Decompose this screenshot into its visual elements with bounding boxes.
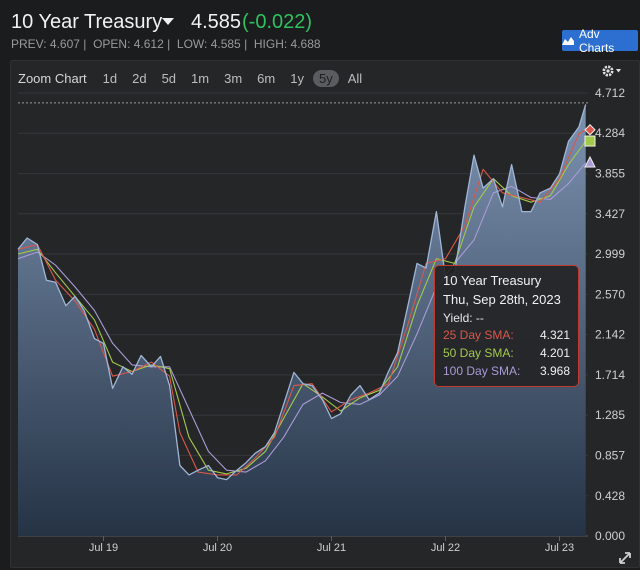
y-tick-label: 1.714 xyxy=(595,368,625,382)
y-tick-label: 4.284 xyxy=(595,126,625,140)
zoom-2d-button[interactable]: 2d xyxy=(132,70,147,86)
sma100-end-marker xyxy=(584,155,596,168)
zoom-1y-button[interactable]: 1y xyxy=(290,70,304,86)
x-tick-label: Jul 21 xyxy=(317,542,346,554)
tooltip-sma50-value: 4.201 xyxy=(539,346,570,360)
zoom-3m-button[interactable]: 3m xyxy=(224,70,243,86)
tooltip-sma25-value: 4.321 xyxy=(539,328,570,342)
y-tick-label: 0.857 xyxy=(595,448,625,462)
y-tick-label: 4.712 xyxy=(595,86,625,100)
zoom-1d-button[interactable]: 1d xyxy=(102,70,118,86)
y-tick-label: 1.285 xyxy=(595,408,625,422)
zoom-bar: Zoom Chart 1d 2d 5d 1m 3m 6m 1y 5y All xyxy=(18,68,371,88)
tooltip-title: 10 Year Treasury xyxy=(443,273,542,288)
tooltip-date: Thu, Sep 28th, 2023 xyxy=(443,292,561,307)
zoom-5y-button[interactable]: 5y xyxy=(312,69,339,87)
open-stat: OPEN: 4.612 xyxy=(93,37,164,51)
sma50-end-marker xyxy=(584,135,596,147)
yield-area xyxy=(18,104,586,536)
y-tick-label: 2.570 xyxy=(595,287,625,301)
tooltip-sma25-label: 25 Day SMA: xyxy=(443,328,514,342)
last-price: 4.585 xyxy=(191,11,242,33)
sma100-line xyxy=(17,162,587,473)
zoom-5d-button[interactable]: 5d xyxy=(161,70,177,86)
chart-tooltip: 10 Year Treasury Thu, Sep 28th, 2023 Yie… xyxy=(434,265,579,387)
zoom-6m-button[interactable]: 6m xyxy=(257,70,276,86)
yield-line xyxy=(17,104,587,481)
settings-gear-icon[interactable] xyxy=(601,64,623,78)
tooltip-sma100-label: 100 Day SMA: xyxy=(443,364,521,378)
tooltip-sma50-label: 50 Day SMA: xyxy=(443,346,514,360)
y-tick-label: 0.428 xyxy=(595,489,625,503)
y-tick-label: 2.999 xyxy=(595,247,625,261)
high-stat: HIGH: 4.688 xyxy=(253,37,321,51)
y-tick-label: 3.855 xyxy=(595,167,625,181)
instrument-dropdown-icon[interactable] xyxy=(162,18,174,25)
low-stat: LOW: 4.585 xyxy=(176,37,241,51)
adv-charts-button[interactable]: Adv Charts xyxy=(562,27,638,55)
expand-corner-icon[interactable] xyxy=(617,550,633,566)
y-tick-label: 3.427 xyxy=(595,207,625,221)
x-tick-label: Jul 22 xyxy=(431,542,460,554)
quote-header: 10 Year Treasury 4.585 (-0.022) PREV: 4.… xyxy=(0,0,640,56)
sma25-end-marker xyxy=(584,124,596,136)
x-tick-label: Jul 20 xyxy=(203,542,232,554)
x-tick-label: Jul 23 xyxy=(545,542,574,554)
zoom-label: Zoom Chart xyxy=(18,70,87,86)
prev-stat: PREV: 4.607 xyxy=(11,37,80,51)
instrument-title[interactable]: 10 Year Treasury xyxy=(11,11,163,33)
y-tick-label: 2.142 xyxy=(595,328,625,342)
x-tick-label: Jul 19 xyxy=(89,542,118,554)
zoom-all-button[interactable]: All xyxy=(347,70,363,86)
quote-stats: PREV: 4.607 | OPEN: 4.612 | LOW: 4.585 |… xyxy=(11,37,321,51)
price-change: (-0.022) xyxy=(242,11,313,33)
adv-charts-label: Adv Charts xyxy=(578,26,615,55)
zoom-1m-button[interactable]: 1m xyxy=(191,70,210,86)
tooltip-sma100-value: 3.968 xyxy=(539,364,570,378)
sma25-line xyxy=(17,129,586,476)
tooltip-yield: Yield: -- xyxy=(443,311,484,325)
area-chart-icon xyxy=(562,37,574,45)
y-tick-label: 0.000 xyxy=(595,529,625,543)
